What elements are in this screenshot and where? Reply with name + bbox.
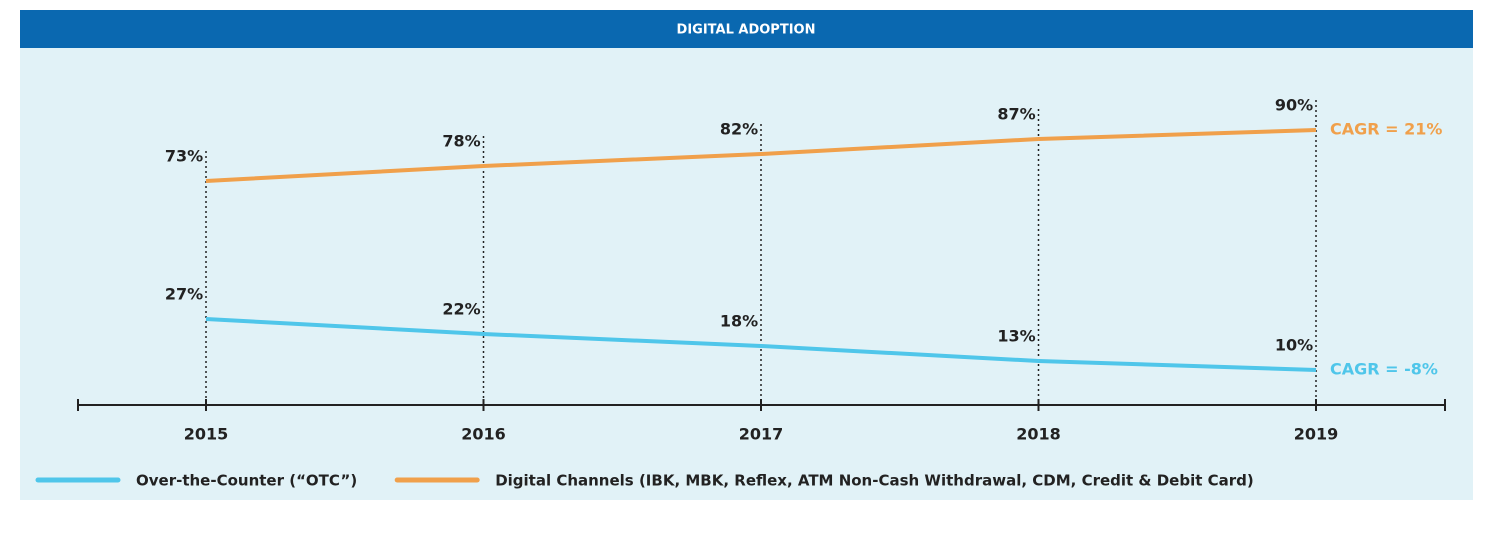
x-tick-label: 2016: [461, 425, 506, 444]
header-bar: [20, 10, 1473, 48]
data-label: 13%: [997, 327, 1035, 346]
data-label: 27%: [165, 285, 203, 304]
x-tick-label: 2019: [1294, 425, 1339, 444]
cagr-label: CAGR = -8%: [1330, 360, 1438, 379]
series-line: [205, 128, 1317, 183]
data-label: 22%: [442, 300, 480, 319]
data-label: 10%: [1275, 336, 1313, 355]
legend-label: Over-the-Counter (“OTC”): [136, 472, 357, 490]
data-label: 82%: [720, 120, 758, 139]
data-label: 78%: [442, 132, 480, 151]
data-label: 73%: [165, 147, 203, 166]
panel: [20, 10, 1473, 500]
legend-label: Digital Channels (IBK, MBK, Reflex, ATM …: [495, 472, 1254, 490]
data-label: 90%: [1275, 96, 1313, 115]
cagr-label: CAGR = 21%: [1330, 120, 1442, 139]
chart-title: DIGITAL ADOPTION: [677, 23, 816, 38]
x-tick-label: 2018: [1016, 425, 1061, 444]
x-tick-label: 2015: [184, 425, 229, 444]
x-tick-label: 2017: [739, 425, 784, 444]
data-label: 87%: [997, 105, 1035, 124]
series-line: [205, 317, 1317, 372]
data-label: 18%: [720, 312, 758, 331]
